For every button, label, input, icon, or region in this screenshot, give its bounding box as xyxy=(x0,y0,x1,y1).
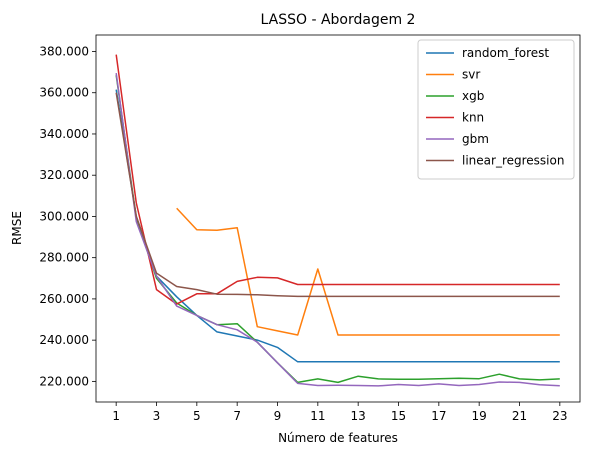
x-axis: 1 3 5 7 9 11 13 15 17 19 21 23 xyxy=(112,402,567,423)
y-tick-label: 340.000 xyxy=(39,127,89,141)
y-tick-label: 380.000 xyxy=(39,44,89,58)
x-tick-label: 19 xyxy=(472,409,487,423)
x-tick-label: 17 xyxy=(431,409,446,423)
x-tick-label: 5 xyxy=(193,409,201,423)
legend-entry-label: knn xyxy=(462,111,484,125)
series-line-gbm xyxy=(115,72,560,387)
legend-entry-label: xgb xyxy=(462,89,484,103)
series-lines xyxy=(115,54,560,387)
x-tick-label: 15 xyxy=(391,409,406,423)
x-tick-label: 9 xyxy=(274,409,282,423)
y-tick-label: 300.000 xyxy=(39,209,89,223)
x-tick-label: 11 xyxy=(310,409,325,423)
legend-box xyxy=(417,39,575,180)
y-tick-label: 240.000 xyxy=(39,333,89,347)
legend-entry-label: gbm xyxy=(462,132,489,146)
y-tick-label: 320.000 xyxy=(39,168,89,182)
x-axis-label: Número de features xyxy=(278,431,398,445)
legend-entry-label: linear_regression xyxy=(462,154,564,168)
x-tick-label: 1 xyxy=(112,409,120,423)
series-line-knn xyxy=(115,54,560,305)
y-axis-label: RMSE xyxy=(10,211,24,245)
x-tick-label: 21 xyxy=(512,409,527,423)
x-tick-label: 7 xyxy=(233,409,241,423)
y-tick-label: 360.000 xyxy=(39,86,89,100)
y-tick-label: 220.000 xyxy=(39,374,89,388)
y-tick-label: 280.000 xyxy=(39,251,89,265)
x-tick-label: 23 xyxy=(552,409,567,423)
legend-entry-label: random_forest xyxy=(462,46,549,60)
chart-title: LASSO - Abordagem 2 xyxy=(261,12,416,28)
plot-area xyxy=(95,34,581,403)
series-line-linear-regression xyxy=(115,92,560,298)
y-tick-label: 260.000 xyxy=(39,292,89,306)
x-tick-label: 3 xyxy=(153,409,161,423)
legend-entry-label: svr xyxy=(462,68,480,82)
series-line-xgb xyxy=(115,75,560,384)
x-tick-label: 13 xyxy=(351,409,366,423)
series-line-random-forest xyxy=(115,89,560,363)
y-axis: 220.000 240.000 260.000 280.000 300.000 320.0… xyxy=(39,44,96,388)
series-line-svr xyxy=(176,207,560,336)
